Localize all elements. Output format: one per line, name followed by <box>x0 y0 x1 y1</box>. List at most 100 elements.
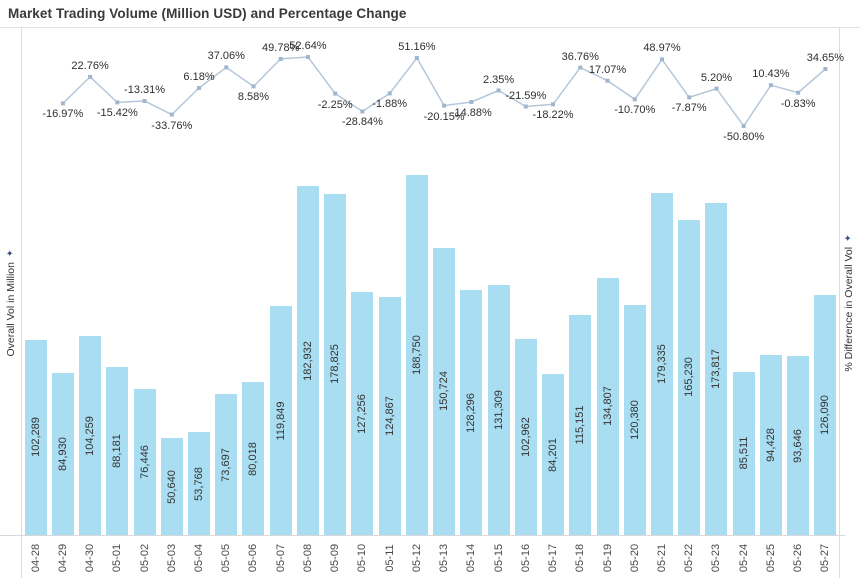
line-value-label: 49.78% <box>262 41 300 54</box>
line-point[interactable] <box>551 102 556 107</box>
bar[interactable]: 134,807 <box>596 277 619 535</box>
line-point[interactable] <box>523 104 528 109</box>
line-point[interactable] <box>660 57 664 62</box>
line-point[interactable] <box>333 91 338 96</box>
bar-value-label: 115,151 <box>574 405 587 445</box>
bar-value-label: 80,018 <box>247 441 260 476</box>
bar-value-label: 128,296 <box>465 392 478 433</box>
left-axis-title: Overall Vol in Million ✦ <box>5 249 17 356</box>
bar[interactable]: 131,309 <box>487 284 510 535</box>
line-value-label: -16.97% <box>42 108 84 121</box>
bar[interactable]: 94,428 <box>759 354 782 535</box>
bar-value-label: 84,930 <box>56 437 69 471</box>
line-point[interactable] <box>88 74 93 79</box>
bar[interactable]: 115,151 <box>569 315 592 535</box>
line-point[interactable] <box>387 91 392 96</box>
right-axis-title-text: % Difference in Overall Vol <box>843 246 855 372</box>
bar[interactable]: 102,289 <box>24 339 47 535</box>
bar-value-label: 182,932 <box>301 340 314 381</box>
line-point[interactable] <box>251 84 256 89</box>
bar[interactable]: 53,768 <box>188 432 211 535</box>
line-value-label: -50.80% <box>723 131 765 143</box>
line-point[interactable] <box>197 86 201 90</box>
bar-value-label: 84,201 <box>547 437 560 472</box>
bar[interactable]: 120,380 <box>623 305 646 535</box>
line-point[interactable] <box>823 67 828 71</box>
bar[interactable]: 182,932 <box>296 186 319 535</box>
bar-value-label: 50,640 <box>165 469 178 504</box>
bar[interactable]: 80,018 <box>242 382 265 535</box>
bar[interactable]: 127,256 <box>351 292 374 535</box>
bar-value-label: 93,646 <box>792 428 805 463</box>
line-point[interactable] <box>115 100 120 105</box>
bar-value-label: 178,825 <box>329 344 342 385</box>
x-axis-tick-label: 05-16 <box>519 543 532 573</box>
x-axis-tick-label: 05-10 <box>356 543 369 573</box>
line-value-label: 2.35% <box>482 73 515 86</box>
bar[interactable]: 126,090 <box>814 294 837 535</box>
bar[interactable]: 85,511 <box>732 371 755 535</box>
bar-value-label: 120,380 <box>628 400 641 441</box>
line-point[interactable] <box>224 65 229 70</box>
line-value-label: 6.18% <box>183 70 215 83</box>
x-axis-tick-label: 05-26 <box>792 543 805 573</box>
bar-value-label: 119,849 <box>274 401 287 441</box>
line-point[interactable] <box>414 56 419 60</box>
bar-value-label: 179,335 <box>655 344 668 384</box>
line-point[interactable] <box>278 56 283 61</box>
bar[interactable]: 93,646 <box>787 356 810 535</box>
bar[interactable]: 173,817 <box>705 203 728 535</box>
line-point[interactable] <box>169 112 174 117</box>
bar[interactable]: 124,867 <box>378 296 401 535</box>
line-point[interactable] <box>60 101 65 106</box>
bar[interactable]: 178,825 <box>324 193 347 535</box>
line-point[interactable] <box>632 97 637 102</box>
bar[interactable]: 88,181 <box>106 366 129 535</box>
line-point[interactable] <box>142 99 147 103</box>
x-axis-tick-label: 05-07 <box>274 543 287 573</box>
line-point[interactable] <box>496 88 501 93</box>
line-point[interactable] <box>768 83 773 88</box>
x-axis-tick-label: 05-22 <box>683 543 696 573</box>
bar[interactable]: 179,335 <box>650 192 673 535</box>
bar[interactable]: 50,640 <box>160 438 183 535</box>
bar[interactable]: 73,697 <box>215 394 238 535</box>
line-point[interactable] <box>306 55 310 59</box>
line-value-label: -13.31% <box>124 83 166 96</box>
line-value-label: -7.87% <box>671 102 707 115</box>
line-point[interactable] <box>360 109 365 114</box>
line-point[interactable] <box>714 86 719 91</box>
bar[interactable]: 188,750 <box>405 175 428 535</box>
bar-value-label: 102,289 <box>29 417 42 458</box>
line-value-label: 37.06% <box>207 50 245 63</box>
line-point[interactable] <box>469 100 474 104</box>
line-point[interactable] <box>687 95 692 100</box>
pin-icon: ✦ <box>5 249 15 257</box>
bar[interactable]: 84,201 <box>542 374 565 535</box>
bar-value-label: 88,181 <box>111 434 124 468</box>
line-point[interactable] <box>578 65 583 70</box>
bar[interactable]: 119,849 <box>269 306 292 535</box>
bar[interactable]: 165,230 <box>678 219 701 535</box>
x-axis-tick-label: 05-19 <box>601 543 614 573</box>
bar[interactable]: 150,724 <box>433 247 456 535</box>
bar[interactable]: 84,930 <box>51 373 74 535</box>
x-axis-tick-label: 05-14 <box>465 543 478 573</box>
line-value-label: -10.70% <box>614 104 656 117</box>
x-axis-tick-label: 05-17 <box>547 543 560 573</box>
bar[interactable]: 104,259 <box>79 336 102 535</box>
pin-icon: ✦ <box>843 234 853 242</box>
line-point[interactable] <box>442 103 447 108</box>
line-value-label: -21.59% <box>505 89 547 102</box>
line-point[interactable] <box>741 124 746 128</box>
line-value-label: 5.20% <box>700 71 733 84</box>
x-axis-tick-label: 05-27 <box>819 543 832 573</box>
left-plot-border <box>21 27 22 578</box>
bar[interactable]: 128,296 <box>460 290 483 535</box>
bar[interactable]: 102,962 <box>514 338 537 535</box>
line-point[interactable] <box>796 90 801 95</box>
line-point[interactable] <box>605 78 610 83</box>
x-axis-tick-label: 05-04 <box>193 543 206 573</box>
bar[interactable]: 76,446 <box>133 389 156 535</box>
bar-value-label: 76,446 <box>138 445 151 479</box>
